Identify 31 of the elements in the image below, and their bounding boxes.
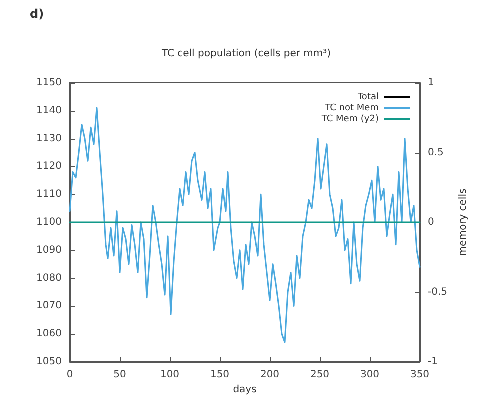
chart-title: TC cell population (cells per mm³) bbox=[160, 48, 332, 60]
y2-tick-label: 0 bbox=[428, 217, 434, 228]
legend-label: TC not Mem bbox=[324, 104, 379, 114]
y-tick-label: 1070 bbox=[36, 300, 62, 312]
y2-tick-label: 1 bbox=[428, 78, 434, 88]
x-tick-label: 250 bbox=[310, 370, 330, 380]
y-tick-label: 1090 bbox=[36, 244, 62, 256]
y-tick-label: 1150 bbox=[36, 78, 62, 88]
y-tick-label: 1080 bbox=[36, 272, 62, 284]
x-tick-label: 0 bbox=[66, 370, 74, 380]
y-tick-label: 1140 bbox=[36, 105, 62, 116]
y-tick-label: 1130 bbox=[36, 133, 62, 144]
x-tick-label: 150 bbox=[210, 370, 230, 380]
text: d) bbox=[30, 7, 44, 21]
y-tick-label: 1110 bbox=[36, 189, 62, 200]
y2-axis-title: memory cells bbox=[458, 188, 469, 256]
legend-label: TC Mem (y2) bbox=[320, 114, 379, 124]
x-tick-label: 50 bbox=[114, 370, 126, 380]
x-axis-title: days bbox=[233, 384, 257, 396]
y2-tick-label: 0.5 bbox=[428, 147, 444, 158]
y2-tick-label: -1 bbox=[428, 356, 438, 368]
y-tick-label: 1100 bbox=[36, 217, 62, 228]
y-tick-label: 1060 bbox=[36, 328, 62, 340]
legend-label: Total bbox=[356, 92, 379, 102]
x-tick-label: 350 bbox=[410, 370, 430, 380]
x-tick-label: 100 bbox=[160, 370, 180, 380]
x-tick-label: 200 bbox=[260, 370, 280, 380]
y-tick-label: 1120 bbox=[36, 161, 62, 172]
y-tick-label: 1050 bbox=[36, 356, 62, 368]
y2-tick-label: -0.5 bbox=[428, 286, 448, 298]
x-tick-label: 300 bbox=[360, 370, 380, 380]
